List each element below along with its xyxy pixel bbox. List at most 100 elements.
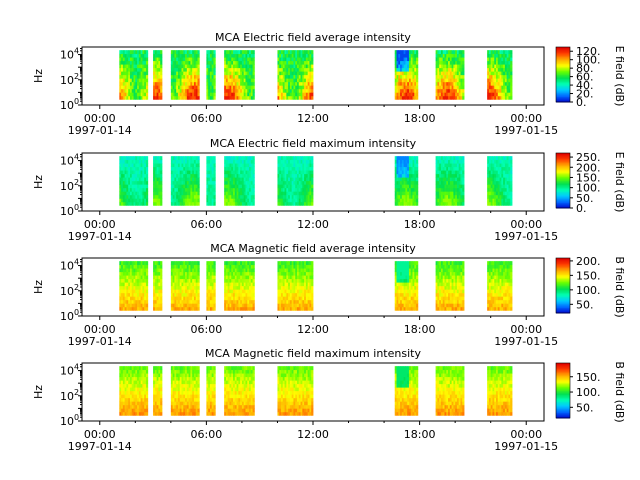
spectrogram-cell: [435, 285, 438, 290]
spectrogram-cell: [435, 261, 438, 266]
spectrogram-cell: [129, 275, 133, 280]
spectrogram-cell: [508, 64, 511, 69]
spectrogram-cell: [396, 261, 399, 266]
spectrogram-cell: [309, 71, 312, 76]
spectrogram-cell: [247, 278, 250, 283]
spectrogram-cell: [284, 282, 287, 287]
spectrogram-cell: [288, 198, 291, 203]
colorbar-segment: [556, 159, 570, 162]
spectrogram-cell: [140, 303, 143, 308]
spectrogram-cell: [172, 71, 175, 76]
colorbar-tick-label: 40.: [576, 79, 594, 92]
spectrogram-cell: [394, 173, 397, 178]
spectrogram-cell: [281, 268, 284, 273]
spectrogram-cell: [153, 166, 156, 171]
spectrogram-cell: [444, 177, 447, 182]
spectrogram-cell: [503, 166, 506, 171]
spectrogram-cell: [286, 296, 289, 301]
spectrogram-cell: [408, 50, 412, 55]
spectrogram-cell: [122, 57, 126, 62]
spectrogram-cell: [190, 173, 193, 178]
spectrogram-cell: [238, 64, 241, 69]
spectrogram-cell: [229, 177, 232, 182]
colorbar-segment: [556, 188, 570, 191]
spectrogram-cell: [446, 177, 449, 182]
spectrogram-cell: [160, 74, 163, 79]
spectrogram-cell: [284, 285, 287, 290]
spectrogram-cell: [289, 53, 293, 58]
spectrogram-cell: [250, 74, 253, 79]
colorbar-segment: [556, 96, 570, 99]
spectrogram-cell: [249, 85, 252, 90]
spectrogram-cell: [213, 194, 216, 199]
spectrogram-cell: [172, 166, 175, 171]
colorbar-tick-label: 100.: [576, 54, 601, 67]
spectrogram-cell: [252, 296, 255, 301]
spectrogram-cell: [410, 85, 413, 90]
spectrogram-cell: [197, 166, 200, 171]
spectrogram-cell: [496, 81, 499, 86]
spectrogram-cell: [288, 92, 291, 97]
spectrogram-cell: [311, 282, 314, 287]
spectrogram-cell: [224, 296, 227, 301]
spectrogram-cell: [289, 74, 293, 79]
spectrogram-cell: [446, 198, 449, 203]
spectrogram-cell: [455, 81, 458, 86]
spectrogram-cell: [252, 57, 255, 62]
spectrogram-cell: [405, 299, 408, 304]
spectrogram-cell: [289, 261, 293, 266]
spectrogram-cell: [153, 271, 156, 276]
spectrogram-cell: [442, 163, 445, 168]
spectrogram-cell: [286, 81, 289, 86]
spectrogram-cell: [302, 292, 305, 297]
spectrogram-cell: [281, 180, 284, 185]
spectrogram-cell: [249, 71, 252, 76]
spectrogram-cell: [440, 71, 444, 76]
colorbar-segment: [556, 60, 570, 63]
spectrogram-cell: [297, 95, 300, 100]
spectrogram-cell: [206, 78, 209, 83]
spectrogram-cell: [227, 64, 230, 69]
spectrogram-cell: [453, 173, 456, 178]
spectrogram-cell: [128, 275, 131, 280]
spectrogram-cell: [174, 85, 177, 90]
spectrogram-cell: [410, 92, 413, 97]
spectrogram-cell: [442, 159, 445, 164]
spectrogram-cell: [174, 261, 177, 266]
spectrogram-cell: [133, 187, 136, 192]
spectrogram-cell: [135, 303, 138, 308]
spectrogram-cell: [302, 74, 305, 79]
spectrogram-cell: [416, 74, 419, 79]
spectrogram-cell: [277, 60, 280, 65]
spectrogram-cell: [510, 95, 513, 100]
spectrogram-cell: [504, 177, 508, 182]
spectrogram-cell: [238, 170, 241, 175]
spectrogram-cell: [247, 50, 250, 55]
spectrogram-cell: [192, 296, 195, 301]
spectrogram-cell: [462, 191, 465, 196]
spectrogram-cell: [462, 95, 465, 100]
spectrogram-cell: [453, 53, 456, 58]
spectrogram-cell: [442, 184, 445, 189]
spectrogram-cell: [154, 264, 158, 269]
spectrogram-cell: [405, 71, 408, 76]
spectrogram-cell: [494, 156, 497, 161]
spectrogram-cell: [122, 194, 126, 199]
spectrogram-cell: [311, 159, 314, 164]
spectrogram-cell: [307, 271, 310, 276]
spectrogram-cell: [174, 180, 177, 185]
spectrogram-cell: [398, 88, 401, 93]
spectrogram-cell: [460, 201, 463, 206]
spectrogram-cell: [249, 278, 252, 283]
spectrogram-cell: [172, 156, 175, 161]
spectrogram-cell: [225, 159, 229, 164]
spectrogram-cell: [291, 275, 294, 280]
spectrogram-cell: [455, 74, 458, 79]
spectrogram-cell: [195, 159, 198, 164]
spectrogram-cell: [193, 282, 197, 287]
spectrogram-cell: [186, 53, 190, 58]
spectrogram-cell: [192, 191, 195, 196]
spectrogram-cell: [122, 268, 126, 273]
spectrogram-cell: [410, 53, 413, 58]
spectrogram-cell: [455, 85, 458, 90]
